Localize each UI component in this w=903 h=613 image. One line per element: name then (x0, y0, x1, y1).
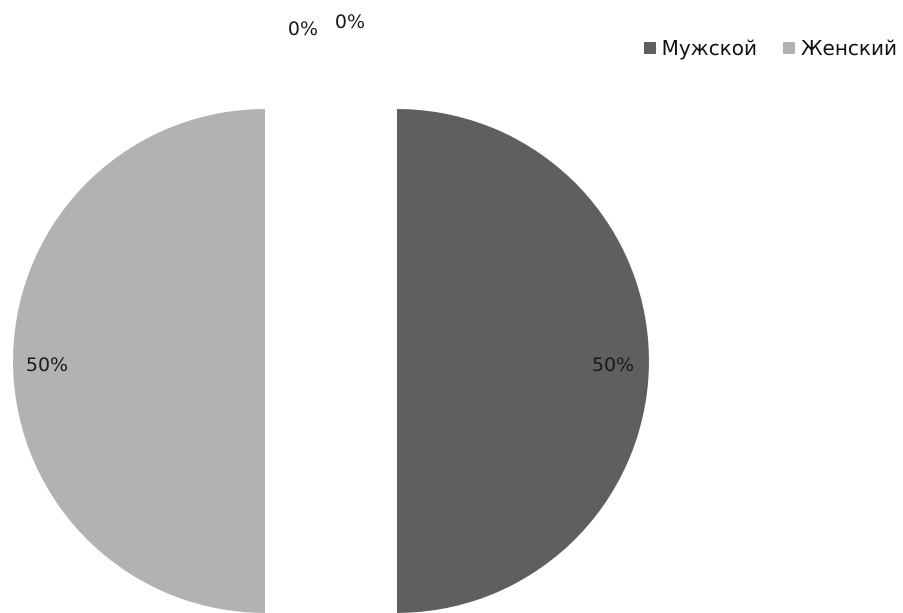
slice-labels: 50% 50% 0% 0% (26, 11, 634, 376)
slice-label-zero-b: 0% (335, 11, 365, 33)
legend-label-female: Женский (801, 36, 897, 60)
legend-item-female: Женский (783, 36, 897, 60)
slice-female (13, 109, 265, 613)
slice-label-zero-a: 0% (288, 18, 318, 40)
slice-label-female: 50% (26, 354, 68, 376)
legend-swatch-male (643, 42, 656, 54)
chart-legend: Мужской Женский (643, 36, 897, 60)
slice-male (397, 109, 649, 613)
pie-slices (13, 109, 649, 613)
legend-swatch-female (783, 42, 795, 54)
legend-item-male: Мужской (643, 36, 757, 60)
slice-label-male: 50% (592, 354, 634, 376)
legend-label-male: Мужской (661, 36, 757, 60)
